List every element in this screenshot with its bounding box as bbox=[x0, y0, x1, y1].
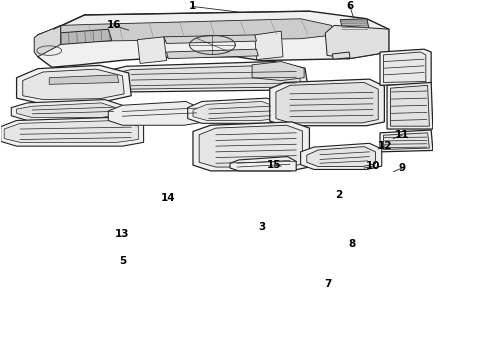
Polygon shape bbox=[23, 69, 124, 100]
Polygon shape bbox=[137, 37, 167, 63]
Polygon shape bbox=[387, 82, 433, 129]
Polygon shape bbox=[384, 133, 429, 149]
Text: 6: 6 bbox=[346, 1, 354, 12]
Polygon shape bbox=[384, 52, 426, 82]
Polygon shape bbox=[276, 82, 378, 123]
Polygon shape bbox=[193, 102, 276, 121]
Polygon shape bbox=[61, 19, 334, 41]
Text: 3: 3 bbox=[258, 222, 266, 232]
Text: 10: 10 bbox=[366, 161, 380, 171]
Polygon shape bbox=[105, 66, 300, 89]
Polygon shape bbox=[188, 98, 283, 123]
Polygon shape bbox=[108, 102, 202, 125]
Polygon shape bbox=[332, 52, 350, 59]
Polygon shape bbox=[49, 75, 119, 84]
Polygon shape bbox=[58, 29, 112, 44]
Polygon shape bbox=[34, 26, 61, 57]
Text: 13: 13 bbox=[115, 229, 130, 239]
Polygon shape bbox=[340, 19, 369, 31]
Polygon shape bbox=[17, 103, 117, 118]
Polygon shape bbox=[0, 117, 144, 146]
Polygon shape bbox=[380, 130, 433, 152]
Polygon shape bbox=[99, 62, 308, 92]
Polygon shape bbox=[199, 125, 302, 167]
Text: 4: 4 bbox=[489, 175, 490, 185]
Polygon shape bbox=[300, 143, 382, 170]
Polygon shape bbox=[17, 66, 131, 103]
Text: 14: 14 bbox=[161, 193, 175, 203]
Polygon shape bbox=[255, 31, 283, 60]
Polygon shape bbox=[11, 100, 122, 121]
Polygon shape bbox=[307, 147, 375, 167]
Polygon shape bbox=[325, 26, 389, 59]
Text: 12: 12 bbox=[378, 141, 392, 151]
Polygon shape bbox=[38, 11, 389, 67]
Text: 11: 11 bbox=[395, 130, 409, 140]
Text: 5: 5 bbox=[119, 256, 126, 266]
Text: 7: 7 bbox=[324, 279, 332, 289]
Text: 8: 8 bbox=[348, 239, 355, 249]
Text: 1: 1 bbox=[189, 1, 196, 12]
Text: 16: 16 bbox=[106, 21, 121, 30]
Polygon shape bbox=[167, 49, 258, 59]
Polygon shape bbox=[391, 85, 429, 126]
Text: 9: 9 bbox=[398, 163, 406, 173]
Text: 15: 15 bbox=[267, 160, 281, 170]
Polygon shape bbox=[380, 49, 431, 85]
Polygon shape bbox=[270, 79, 384, 126]
Polygon shape bbox=[164, 35, 256, 44]
Polygon shape bbox=[193, 122, 309, 171]
Polygon shape bbox=[252, 62, 304, 81]
Text: 2: 2 bbox=[335, 190, 342, 200]
Polygon shape bbox=[230, 157, 296, 171]
Polygon shape bbox=[4, 121, 138, 142]
